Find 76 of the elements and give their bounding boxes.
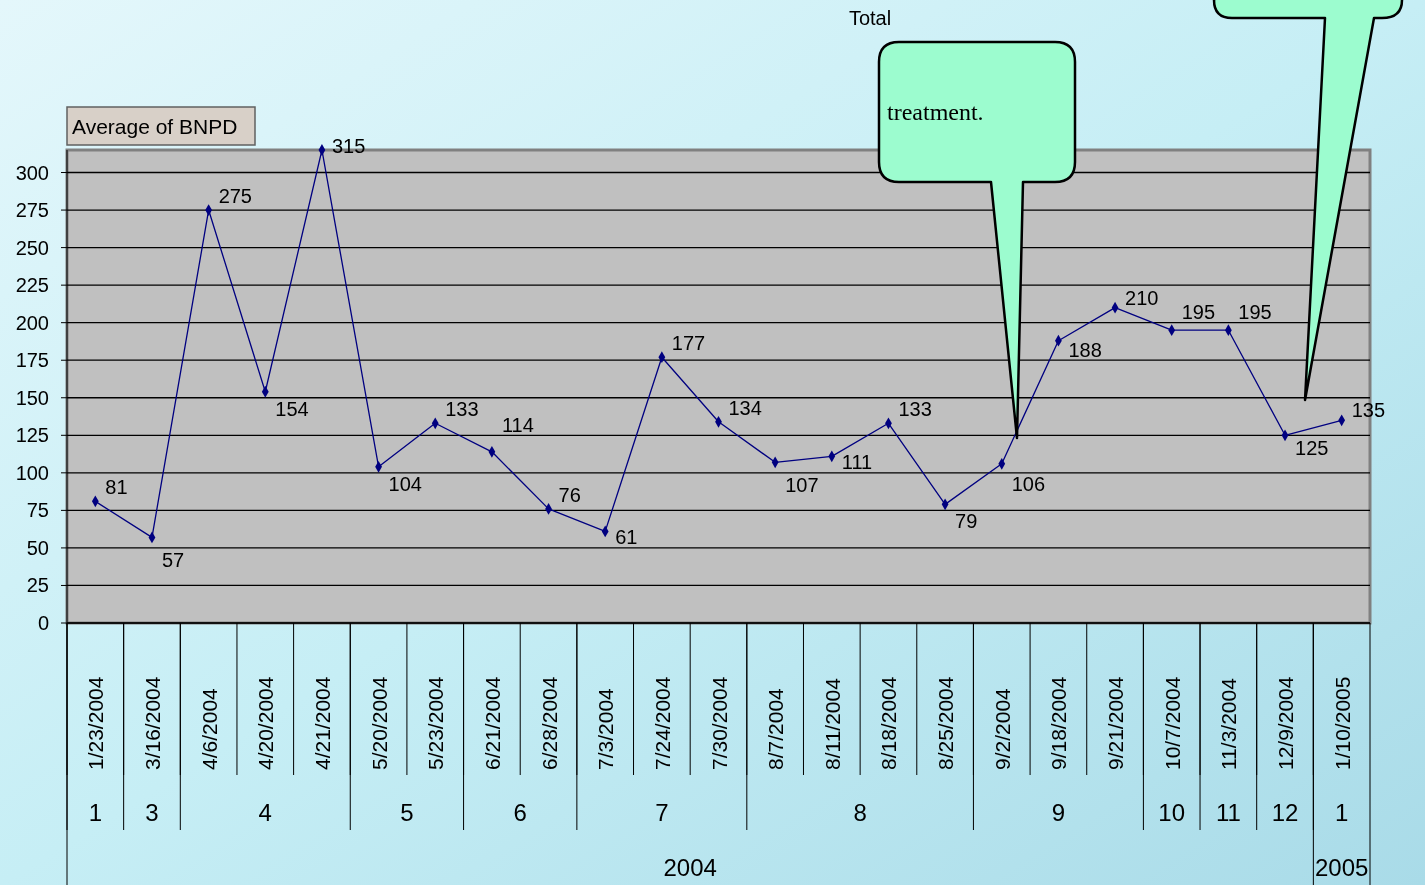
y-tick-label: 125: [15, 424, 49, 447]
y-tick-label: 25: [26, 574, 49, 597]
x-tick-label: 7/24/2004: [650, 676, 674, 770]
text: 8: [853, 799, 867, 826]
data-label: 76: [558, 483, 581, 506]
data-label: 135: [1351, 399, 1386, 422]
data-label: 154: [275, 397, 309, 420]
x-tick-label: 7/30/2004: [707, 676, 731, 770]
y-tick-label: 175: [15, 349, 49, 372]
data-label: 195: [1238, 301, 1272, 324]
x-tick-label: 1/23/2004: [84, 676, 108, 770]
y-tick-label: 50: [26, 536, 49, 559]
text: 2005: [1314, 854, 1369, 881]
y-tick-label: 300: [15, 161, 49, 184]
data-label: 133: [898, 398, 932, 421]
y-tick-label: 200: [15, 311, 49, 334]
x-tick-label: 8/25/2004: [934, 676, 958, 770]
x-tick-label: 8/18/2004: [877, 676, 901, 770]
data-label: 79: [955, 510, 978, 533]
y-tick-label: 275: [15, 199, 49, 222]
text: 5: [400, 799, 414, 826]
text: 1: [1334, 799, 1349, 826]
data-label: 114: [501, 413, 534, 436]
x-tick-label: 10/7/2004: [1160, 676, 1184, 770]
x-tick-label: 8/7/2004: [764, 687, 788, 770]
x-tick-label: 5/20/2004: [367, 676, 391, 770]
data-label: 210: [1125, 286, 1159, 309]
data-label: 61: [615, 526, 638, 549]
data-label: 125: [1295, 437, 1329, 460]
data-label: 134: [728, 396, 762, 419]
text: 6: [513, 799, 527, 826]
y-tick-label: 100: [15, 461, 49, 484]
x-tick-label: 4/20/2004: [254, 676, 278, 770]
chart-title: Total: [848, 7, 892, 29]
data-label: 107: [785, 474, 819, 497]
y-tick-label: 150: [15, 386, 49, 409]
x-tick-label: 9/21/2004: [1104, 676, 1128, 770]
x-tick-label: 3/16/2004: [140, 676, 164, 770]
text: 4: [258, 799, 272, 826]
data-label: 275: [218, 185, 253, 208]
text: 1: [88, 799, 103, 826]
data-label: 57: [161, 549, 185, 572]
x-tick-label: 9/18/2004: [1047, 676, 1071, 770]
data-label: 104: [388, 472, 422, 495]
text: 11: [1215, 799, 1241, 826]
data-label: 106: [1011, 472, 1046, 495]
x-tick-label: 8/11/2004: [820, 677, 844, 770]
x-tick-label: 5/23/2004: [424, 676, 448, 770]
text: 12: [1271, 799, 1299, 826]
y-tick-label: 250: [15, 236, 49, 259]
y-tick-label: 225: [15, 274, 49, 297]
data-label: 133: [445, 398, 479, 421]
x-tick-label: 7/3/2004: [594, 687, 618, 770]
text: 9: [1051, 799, 1066, 826]
y-tick-label: 75: [26, 499, 49, 522]
text: treatment.: [887, 99, 984, 125]
data-label: 111: [841, 451, 873, 474]
x-tick-label: 6/28/2004: [537, 676, 561, 770]
data-label: 315: [331, 135, 366, 157]
x-tick-label: 11/3/2004: [1217, 677, 1241, 770]
y-tick-label: 0: [37, 612, 49, 634]
x-tick-label: 4/6/2004: [197, 687, 221, 770]
data-label: 81: [105, 476, 128, 499]
text: 7: [655, 799, 669, 826]
data-label: 195: [1181, 301, 1216, 324]
data-label: 188: [1068, 338, 1102, 361]
data-label: 177: [671, 332, 706, 355]
y-axis-title: Average of BNPD: [72, 115, 238, 138]
text: 10: [1158, 799, 1186, 826]
text: 3: [145, 799, 159, 826]
x-tick-label: 4/21/2004: [310, 676, 334, 770]
x-tick-label: 1/10/2005: [1330, 676, 1354, 770]
x-tick-label: 9/2/2004: [990, 687, 1014, 770]
x-tick-label: 6/21/2004: [480, 676, 504, 770]
x-tick-label: 12/9/2004: [1274, 676, 1298, 770]
text: 2004: [663, 854, 717, 881]
